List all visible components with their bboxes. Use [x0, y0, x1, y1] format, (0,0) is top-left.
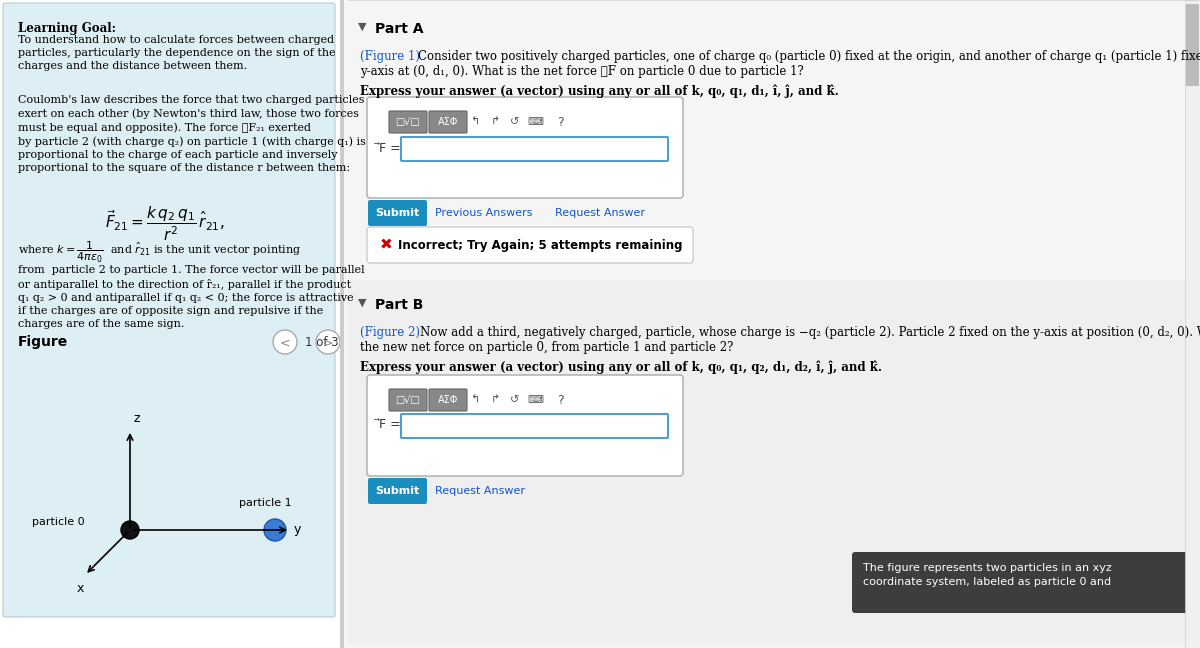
Text: Part B: Part B	[374, 298, 424, 312]
FancyBboxPatch shape	[368, 200, 427, 226]
Text: ?: ?	[557, 115, 563, 128]
Text: <: <	[280, 336, 290, 349]
Text: ▼: ▼	[358, 22, 366, 32]
Text: ↺: ↺	[510, 395, 520, 405]
Text: □√□: □√□	[396, 395, 420, 405]
Text: ↱: ↱	[491, 117, 499, 127]
FancyBboxPatch shape	[430, 389, 467, 411]
FancyBboxPatch shape	[368, 478, 427, 504]
Text: z: z	[134, 412, 140, 425]
Text: y: y	[294, 524, 301, 537]
Text: ↰: ↰	[470, 395, 480, 405]
Text: AΣΦ: AΣΦ	[438, 117, 458, 127]
FancyBboxPatch shape	[2, 3, 335, 617]
FancyBboxPatch shape	[367, 97, 683, 198]
Text: where $k = \dfrac{1}{4\pi\epsilon_0}$  and $\hat{r}_{21}$ is the unit vector poi: where $k = \dfrac{1}{4\pi\epsilon_0}$ an…	[18, 240, 301, 265]
Bar	[340, 0, 344, 648]
FancyBboxPatch shape	[852, 552, 1198, 613]
Text: Part A: Part A	[374, 22, 424, 36]
Text: Figure: Figure	[18, 335, 68, 349]
FancyBboxPatch shape	[401, 414, 668, 438]
Bar	[344, 0, 1200, 648]
Text: ⌨: ⌨	[527, 395, 542, 405]
Circle shape	[121, 521, 139, 539]
Text: Incorrect; Try Again; 5 attempts remaining: Incorrect; Try Again; 5 attempts remaini…	[398, 238, 683, 251]
Text: (Figure 2): (Figure 2)	[360, 326, 420, 339]
Text: Previous Answers: Previous Answers	[436, 208, 533, 218]
Text: AΣΦ: AΣΦ	[438, 395, 458, 405]
Text: Request Answer: Request Answer	[436, 486, 526, 496]
Text: y-axis at (0, d₁, 0). What is the net force ⃗F on particle 0 due to particle 1?: y-axis at (0, d₁, 0). What is the net fo…	[360, 65, 804, 78]
Bar	[1186, 0, 1200, 648]
Text: ?: ?	[557, 393, 563, 406]
FancyBboxPatch shape	[1186, 4, 1199, 86]
Text: Express your answer (a vector) using any or all of k, q₀, q₁, d₁, î, ĵ, and k̂.: Express your answer (a vector) using any…	[360, 85, 839, 98]
Circle shape	[316, 330, 340, 354]
Text: ⃗F =: ⃗F =	[380, 419, 402, 432]
FancyBboxPatch shape	[401, 137, 668, 161]
Text: To understand how to calculate forces between charged
particles, particularly th: To understand how to calculate forces be…	[18, 35, 336, 71]
Text: ▼: ▼	[358, 298, 366, 308]
Circle shape	[264, 519, 286, 541]
Text: Submit: Submit	[374, 208, 419, 218]
Bar	[348, 280, 1196, 281]
Text: ⌨: ⌨	[527, 117, 542, 127]
FancyBboxPatch shape	[367, 375, 683, 476]
Text: Request Answer: Request Answer	[554, 208, 646, 218]
Text: The figure represents two particles in an xyz
coordinate system, labeled as part: The figure represents two particles in a…	[863, 563, 1111, 587]
Text: ↱: ↱	[491, 395, 499, 405]
FancyBboxPatch shape	[430, 111, 467, 133]
Text: the new net force on particle 0, from particle 1 and particle 2?: the new net force on particle 0, from pa…	[360, 341, 733, 354]
Text: from  particle 2 to particle 1. The force vector will be parallel
or antiparalle: from particle 2 to particle 1. The force…	[18, 265, 365, 329]
Circle shape	[274, 330, 298, 354]
FancyBboxPatch shape	[389, 389, 427, 411]
Text: Submit: Submit	[374, 486, 419, 496]
Text: $\vec{F}_{21} = \dfrac{k\,q_2\,q_1}{r^2}\,\hat{r}_{21},$: $\vec{F}_{21} = \dfrac{k\,q_2\,q_1}{r^2}…	[106, 205, 224, 244]
FancyBboxPatch shape	[389, 111, 427, 133]
FancyBboxPatch shape	[367, 227, 694, 263]
Bar	[348, 280, 1196, 645]
Text: □√□: □√□	[396, 117, 420, 127]
Text: Consider two positively charged particles, one of charge q₀ (particle 0) fixed a: Consider two positively charged particle…	[418, 50, 1200, 63]
Text: Now add a third, negatively charged, particle, whose charge is −q₂ (particle 2).: Now add a third, negatively charged, par…	[420, 326, 1200, 339]
Text: 1 of 3: 1 of 3	[305, 336, 338, 349]
Bar	[348, 0, 1196, 1]
Text: ↰: ↰	[470, 117, 480, 127]
Text: Coulomb's law describes the force that two charged particles
exert on each other: Coulomb's law describes the force that t…	[18, 95, 366, 174]
Text: Learning Goal:: Learning Goal:	[18, 22, 116, 35]
Text: >: >	[323, 336, 334, 349]
Text: ⃗F =: ⃗F =	[380, 141, 402, 154]
Text: particle 0: particle 0	[32, 517, 85, 527]
Text: particle 1: particle 1	[239, 498, 292, 508]
Text: x: x	[77, 582, 84, 595]
Text: Express your answer (a vector) using any or all of k, q₀, q₁, q₂, d₁, d₂, î, ĵ, : Express your answer (a vector) using any…	[360, 360, 882, 373]
Text: ✖: ✖	[380, 238, 392, 253]
Text: ↺: ↺	[510, 117, 520, 127]
Text: (Figure 1): (Figure 1)	[360, 50, 420, 63]
